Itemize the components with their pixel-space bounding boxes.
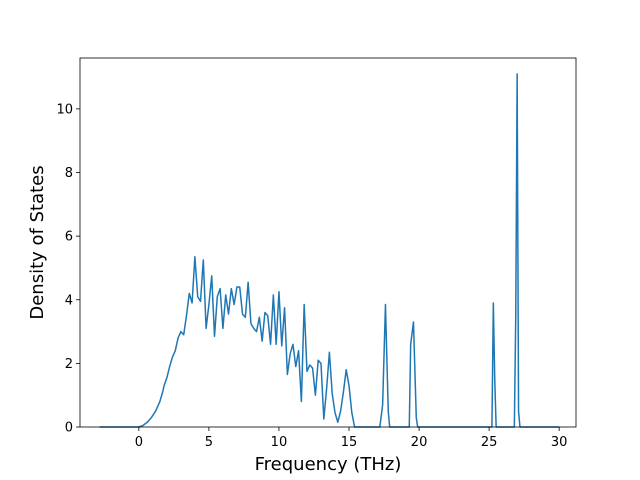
y-tick-label: 4: [65, 293, 73, 308]
dos-series-line: [99, 73, 560, 428]
axes-frame: [79, 57, 577, 428]
y-tick-label: 0: [65, 421, 73, 436]
x-tick-label: 20: [411, 435, 428, 450]
x-axis: 0 5 10 15 20 25 30: [135, 427, 568, 450]
y-tick-label: 8: [65, 166, 73, 181]
x-tick-label: 0: [135, 435, 143, 450]
y-tick-label: 2: [65, 357, 73, 372]
x-tick-label: 10: [271, 435, 288, 450]
x-tick-label: 25: [481, 435, 498, 450]
x-axis-label: Frequency (THz): [255, 454, 402, 475]
y-axis-label: Density of States: [27, 165, 48, 319]
y-tick-label: 6: [65, 230, 73, 245]
x-tick-label: 15: [341, 435, 358, 450]
y-tick-label: 10: [56, 102, 73, 117]
y-axis: 0 2 4 6 8 10: [56, 102, 80, 436]
x-tick-label: 5: [205, 435, 213, 450]
plot-area: [99, 73, 560, 428]
x-tick-label: 30: [551, 435, 568, 450]
